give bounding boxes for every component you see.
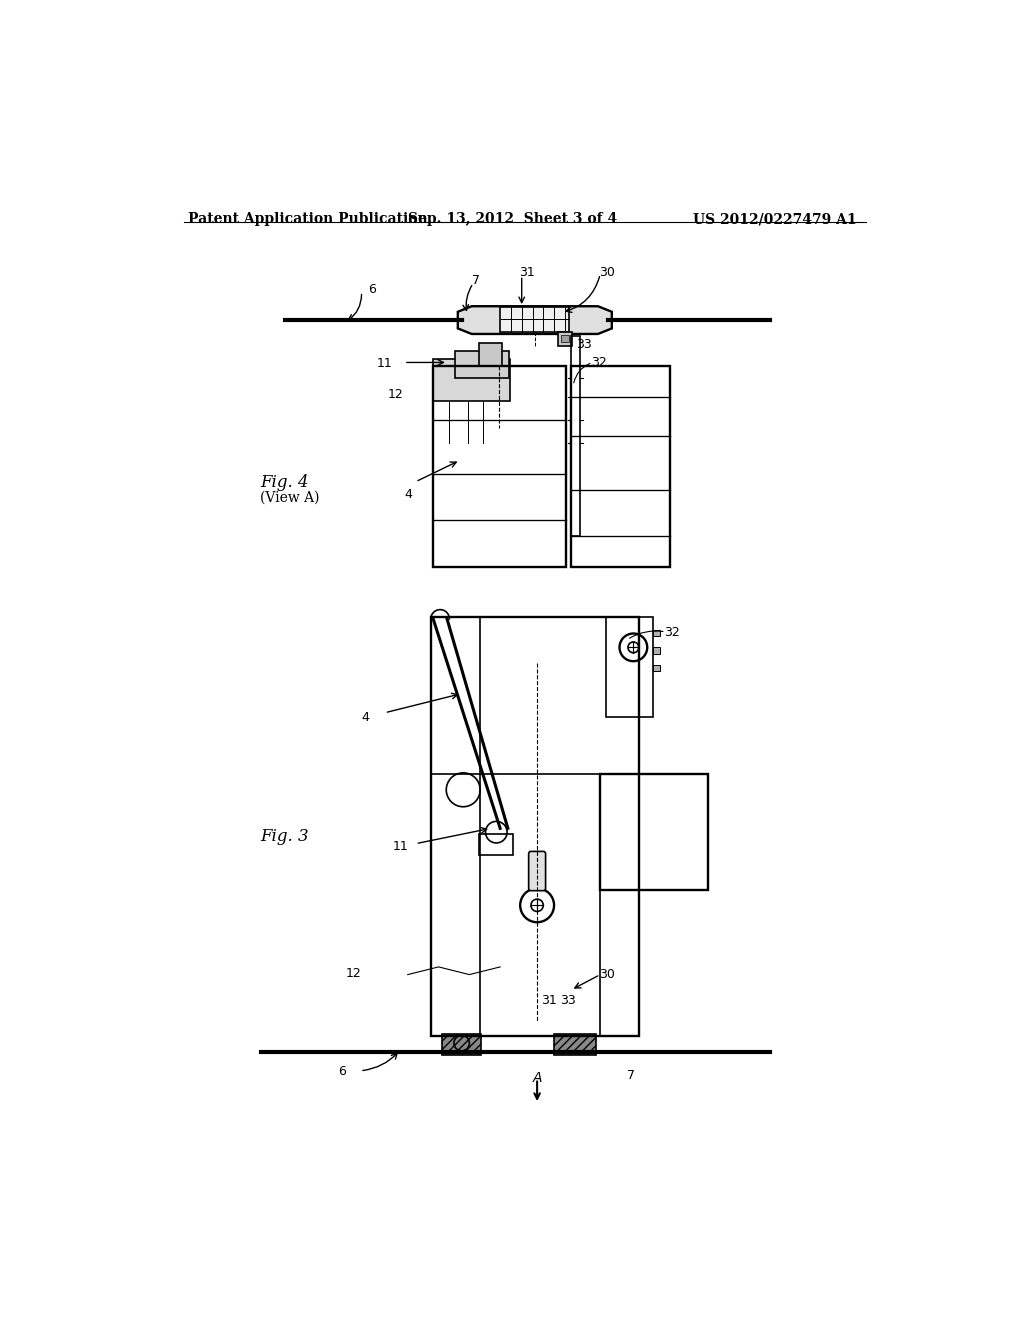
Polygon shape [458,306,611,334]
Text: 7: 7 [628,1069,635,1082]
Bar [433,366,565,566]
Text: 7: 7 [472,275,479,286]
Text: 33: 33 [560,994,575,1007]
Bar [558,331,571,346]
Text: 31: 31 [541,994,557,1007]
Bar [606,616,652,717]
Bar [431,616,639,1036]
Text: Sep. 13, 2012  Sheet 3 of 4: Sep. 13, 2012 Sheet 3 of 4 [408,213,617,226]
Bar [500,308,569,331]
Text: 32: 32 [591,355,607,368]
Text: 4: 4 [403,488,412,502]
Text: 32: 32 [665,626,680,639]
Bar [480,775,600,1036]
Text: 6: 6 [368,284,376,296]
Bar [571,335,581,536]
Bar [479,343,503,367]
Text: 31: 31 [519,267,536,280]
Text: 11: 11 [377,358,393,370]
FancyBboxPatch shape [528,851,546,891]
Bar [479,834,513,855]
Text: Patent Application Publication: Patent Application Publication [188,213,428,226]
Bar [571,366,670,566]
Bar [600,775,708,890]
Text: 4: 4 [361,711,370,725]
Bar [652,647,660,653]
Bar [652,630,660,636]
Bar [455,351,509,378]
Text: Fig. 4: Fig. 4 [260,474,308,491]
Text: 11: 11 [392,840,409,853]
Text: 12: 12 [346,966,361,979]
Text: 33: 33 [575,338,592,351]
Bar [442,1034,481,1056]
Text: 12: 12 [388,388,403,401]
Text: US 2012/0227479 A1: US 2012/0227479 A1 [692,213,856,226]
Text: Fig. 3: Fig. 3 [260,829,308,845]
Bar [433,359,510,401]
Bar [652,665,660,671]
Text: 30: 30 [599,969,614,982]
Text: 30: 30 [599,267,614,280]
Bar [561,335,568,342]
Bar [554,1034,596,1056]
Text: A: A [532,1071,542,1085]
Text: (View A): (View A) [260,491,319,506]
Text: 6: 6 [339,1065,346,1078]
